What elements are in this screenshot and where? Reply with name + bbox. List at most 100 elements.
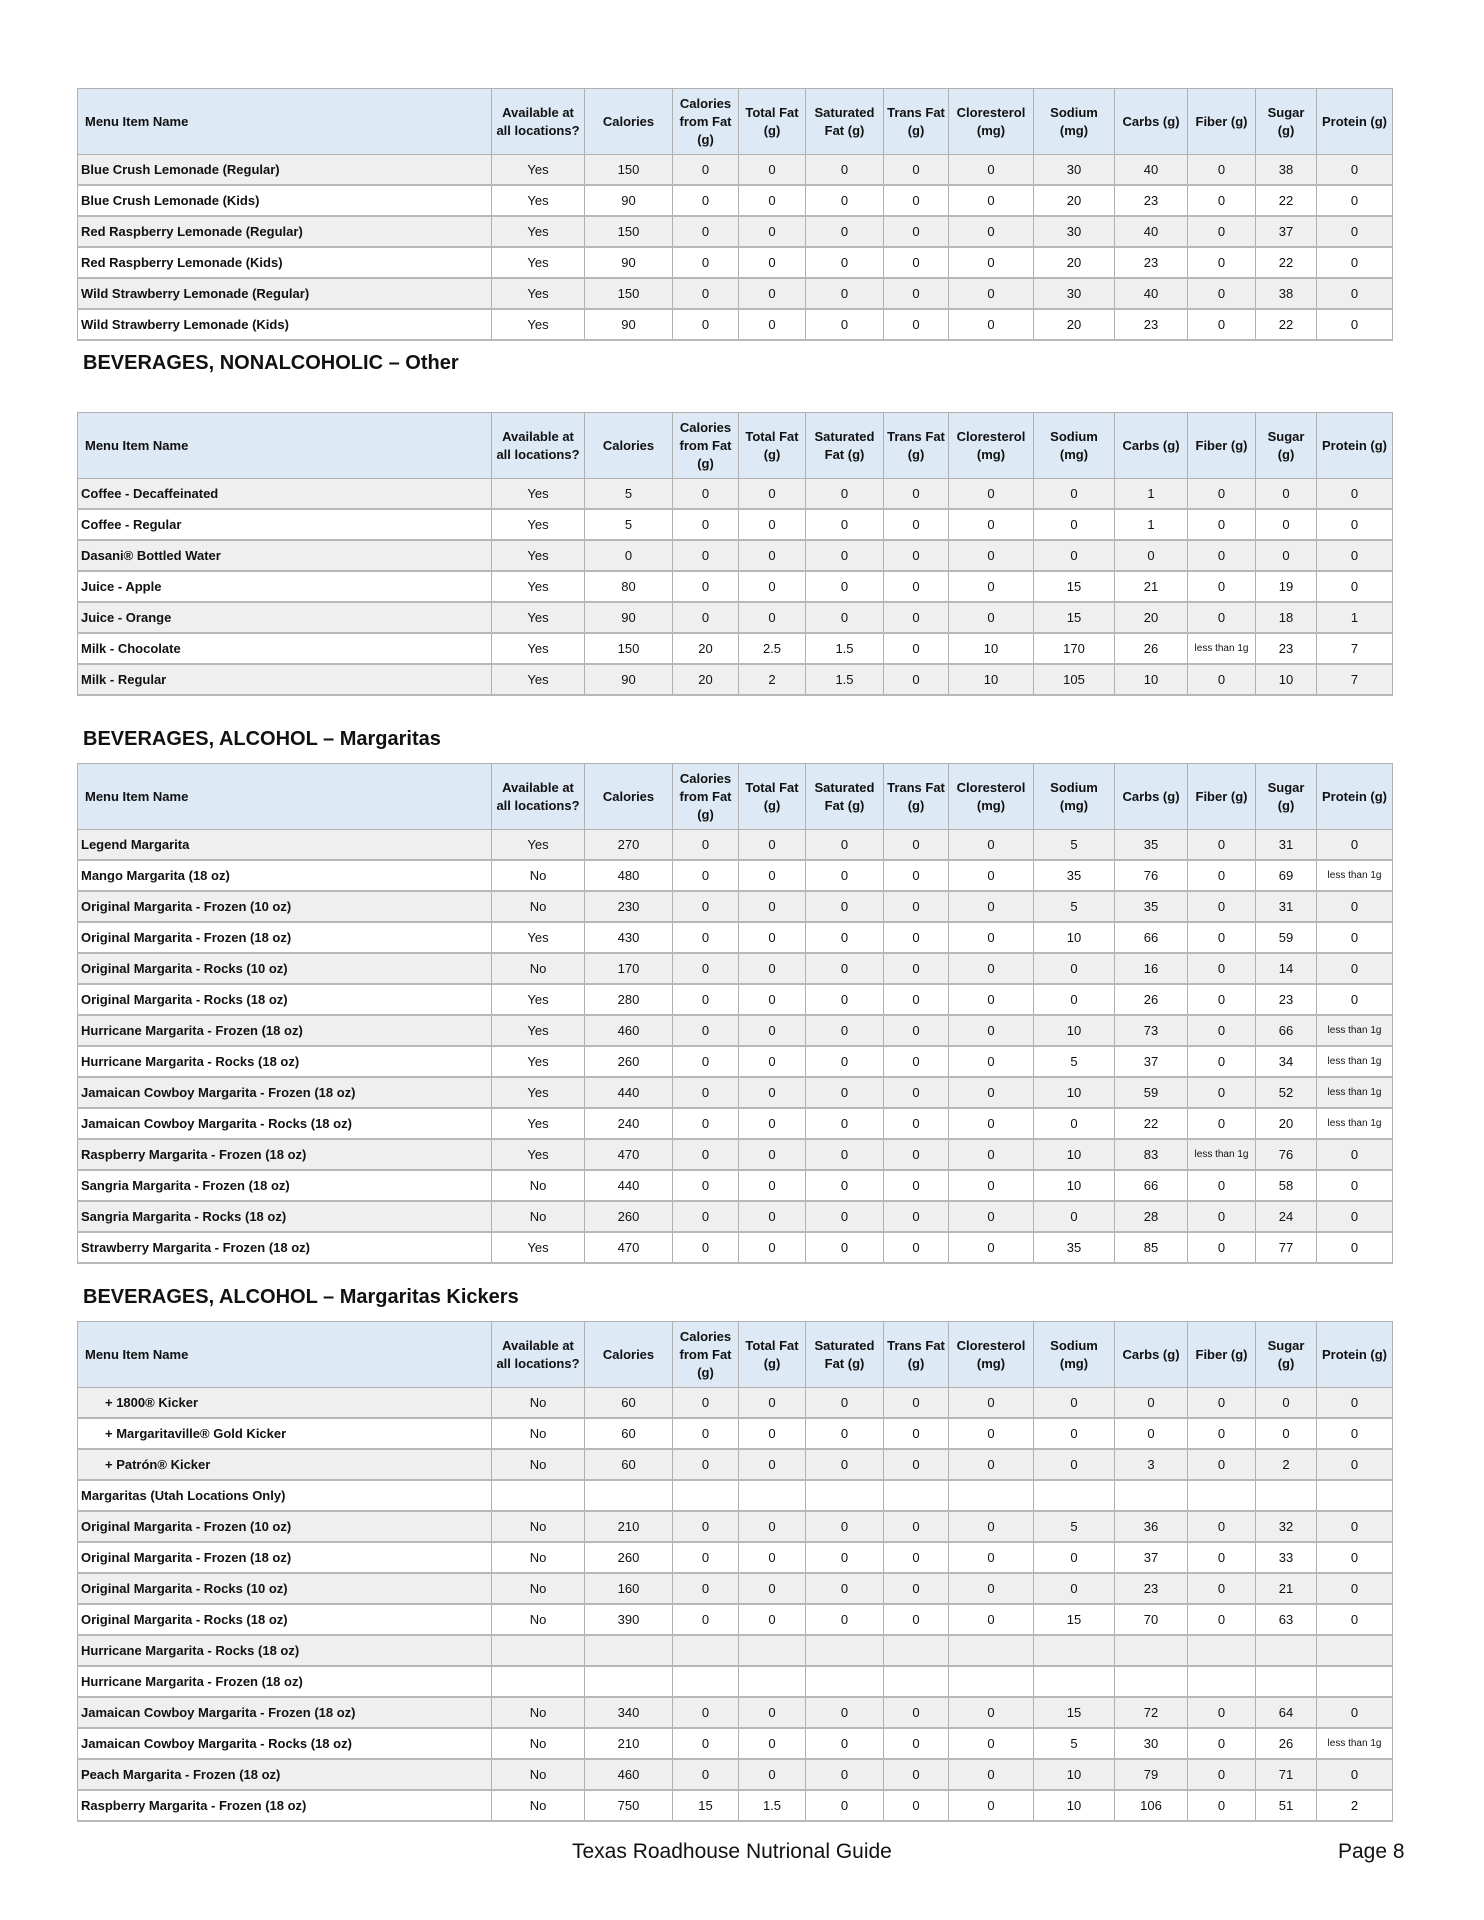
cell: 0 [738,1572,806,1605]
cell: 0 [1316,1138,1393,1171]
cell: 10 [1033,1014,1115,1047]
cell: 0 [738,829,806,861]
item-name: Strawberry Margarita - Frozen (18 oz) [77,1231,492,1264]
column-header: Sugar (g) [1255,763,1317,830]
cell: 0 [738,478,806,510]
cell: Yes [491,508,585,541]
cell: less than 1g [1316,1045,1393,1078]
item-name: Milk - Chocolate [77,632,492,665]
cell: 0 [1187,1758,1256,1791]
table-row: Original Margarita - Rocks (18 oz) Yes 280… [77,983,1393,1016]
cell: 10 [1033,921,1115,954]
cell: 0 [805,1541,884,1574]
cell: 0 [1187,508,1256,541]
cell: 0 [1316,829,1393,861]
cell: 0 [738,983,806,1016]
cell: 440 [584,1169,673,1202]
cell: 280 [584,983,673,1016]
cell: 0 [672,246,739,279]
cell: 35 [1114,890,1188,923]
column-header: Available at all locations? [491,1321,585,1388]
cell: 0 [738,1417,806,1450]
cell: 0 [1187,663,1256,696]
cell: less than 1g [1316,1727,1393,1760]
cell: 0 [883,601,949,634]
cell: 0 [1187,952,1256,985]
item-name: Dasani® Bottled Water [77,539,492,572]
cell [883,1479,949,1512]
item-name: Jamaican Cowboy Margarita - Rocks (18 oz… [77,1727,492,1760]
item-name: Red Raspberry Lemonade (Regular) [77,215,492,248]
cell: 0 [883,184,949,217]
cell: 20 [1255,1107,1317,1140]
cell: 0 [805,859,884,892]
item-name: Peach Margarita - Frozen (18 oz) [77,1758,492,1791]
cell: Yes [491,1107,585,1140]
cell: 1 [1114,478,1188,510]
cell: 0 [805,539,884,572]
cell [491,1634,585,1667]
cell: 0 [1187,570,1256,603]
cell: 0 [805,1417,884,1450]
cell: 0 [805,890,884,923]
cell: 66 [1255,1014,1317,1047]
item-name: Blue Crush Lemonade (Kids) [77,184,492,217]
table-row: Hurricane Margarita - Rocks (18 oz) Yes 26… [77,1045,1393,1078]
cell: 0 [948,184,1034,217]
cell: 0 [948,1789,1034,1822]
cell [1316,1479,1393,1512]
item-name: Jamaican Cowboy Margarita - Rocks (18 oz… [77,1107,492,1140]
cell: 0 [883,508,949,541]
cell: 60 [584,1448,673,1481]
cell: 76 [1255,1138,1317,1171]
table-row: Original Margarita - Frozen (18 oz) No 260… [77,1541,1393,1574]
cell: 60 [584,1387,673,1419]
column-header: Protein (g) [1316,1321,1393,1388]
table-row: Red Raspberry Lemonade (Regular) Yes 150 0 0… [77,215,1393,248]
cell: No [491,1789,585,1822]
cell: 0 [883,1231,949,1264]
cell: 0 [738,154,806,186]
column-header: Calories [584,88,673,155]
cell: 15 [1033,601,1115,634]
table-row: Dasani® Bottled Water Yes 0 0 0 0 0 0 0 0 0 0 0 [77,539,1393,572]
cell: No [491,952,585,985]
cell: 19 [1255,570,1317,603]
cell: 0 [883,983,949,1016]
column-header: Available at all locations? [491,88,585,155]
cell: 390 [584,1603,673,1636]
cell: 0 [948,921,1034,954]
column-header: Menu Item Name [77,412,492,479]
item-name: Original Margarita - Frozen (10 oz) [77,1510,492,1543]
cell: 0 [672,1076,739,1109]
item-name: Milk - Regular [77,663,492,696]
cell [584,1665,673,1698]
table-row: Wild Strawberry Lemonade (Kids) Yes 90 0 0 0 0… [77,308,1393,341]
cell: 14 [1255,952,1317,985]
cell: 0 [883,1603,949,1636]
column-header: Protein (g) [1316,763,1393,830]
cell: 0 [948,539,1034,572]
cell: 0 [1316,952,1393,985]
cell: 150 [584,215,673,248]
cell: 0 [1187,1014,1256,1047]
cell: 0 [1316,277,1393,310]
cell: 3 [1114,1448,1188,1481]
cell: 0 [1316,308,1393,341]
column-header: Sugar (g) [1255,88,1317,155]
cell: Yes [491,1014,585,1047]
cell: 10 [1033,1758,1115,1791]
cell: 0 [883,1541,949,1574]
cell: 0 [948,570,1034,603]
column-header: Carbs (g) [1114,763,1188,830]
cell: 0 [672,184,739,217]
cell: 0 [1255,1387,1317,1419]
table-row: Wild Strawberry Lemonade (Regular) Yes 150… [77,277,1393,310]
cell: 0 [948,1727,1034,1760]
cell: 0 [1187,184,1256,217]
cell: 0 [948,1387,1034,1419]
cell: 0 [1255,1417,1317,1450]
cell: 63 [1255,1603,1317,1636]
cell: 0 [1187,1510,1256,1543]
cell: 0 [672,890,739,923]
